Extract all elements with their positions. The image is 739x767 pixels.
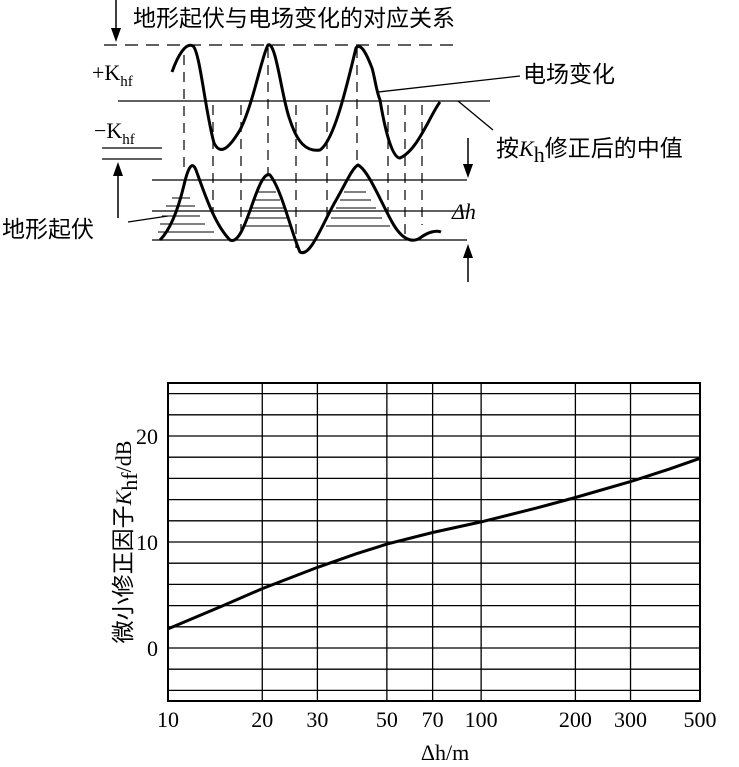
median-leader bbox=[457, 100, 494, 131]
x-tick-label: 100 bbox=[465, 707, 498, 732]
terrain-leader bbox=[127, 215, 169, 223]
x-tick-label: 200 bbox=[559, 707, 592, 732]
x-axis-label: Δh/m bbox=[421, 740, 469, 765]
series-line bbox=[167, 456, 701, 631]
minus-k-label: −Khf bbox=[94, 118, 135, 148]
dh-top-arrowhead bbox=[463, 164, 473, 178]
left-up-arrowhead bbox=[113, 162, 123, 176]
tick-labels: 10 20 30 50 70 100 200 300 500 0 10 20 bbox=[136, 424, 717, 732]
dh-bottom-arrowhead bbox=[463, 244, 473, 258]
x-tick-label: 500 bbox=[684, 707, 717, 732]
median-label: 按Kh修正后的中值 bbox=[496, 136, 683, 167]
x-tick-label: 70 bbox=[422, 707, 444, 732]
title-arrowhead bbox=[111, 28, 121, 42]
terrain-label: 地形起伏 bbox=[2, 217, 94, 243]
terrain-field-diagram: 地形起伏与电场变化的对应关系 +Khf −Khf bbox=[2, 0, 683, 282]
y-tick-label: 20 bbox=[136, 424, 158, 449]
x-tick-label: 300 bbox=[614, 707, 647, 732]
diagram-title: 地形起伏与电场变化的对应关系 bbox=[133, 6, 455, 32]
field-change-label: 电场变化 bbox=[523, 62, 615, 88]
x-tick-label: 30 bbox=[306, 707, 328, 732]
field-change-leader bbox=[377, 75, 521, 93]
plus-k-label: +Khf bbox=[92, 60, 133, 90]
x-tick-label: 20 bbox=[251, 707, 273, 732]
field-change-curve bbox=[170, 43, 442, 160]
x-tick-label: 50 bbox=[376, 707, 398, 732]
y-axis-label: 微小修正因子Khf/dB bbox=[111, 441, 142, 644]
correction-factor-chart: 10 20 30 50 70 100 200 300 500 0 10 20 Δh/m 微小修正因子K… bbox=[111, 382, 717, 765]
y-tick-label: 0 bbox=[147, 636, 158, 661]
y-tick-label: 10 bbox=[136, 530, 158, 555]
delta-h-label: Δh bbox=[451, 199, 476, 224]
dashed-verticals bbox=[183, 48, 423, 248]
x-tick-label: 10 bbox=[157, 707, 179, 732]
terrain-curve bbox=[158, 163, 442, 255]
grid bbox=[168, 383, 700, 701]
terrain-hatching bbox=[158, 191, 390, 233]
